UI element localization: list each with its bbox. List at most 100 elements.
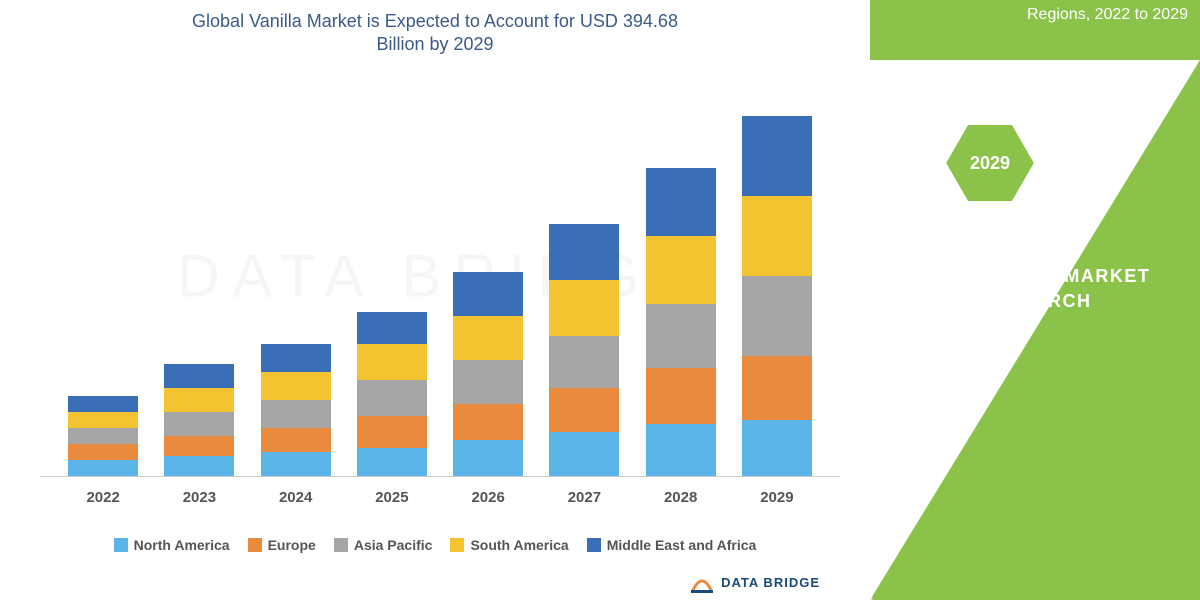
seg-asia-pacific xyxy=(261,400,331,428)
seg-europe xyxy=(742,356,812,420)
root: Global Vanilla Market is Expected to Acc… xyxy=(0,0,1200,600)
bar-2025 xyxy=(357,312,427,476)
seg-north-america xyxy=(357,448,427,476)
seg-north-america xyxy=(261,452,331,476)
bar-2028 xyxy=(646,168,716,476)
bar-2027 xyxy=(549,224,619,476)
seg-europe xyxy=(646,368,716,424)
x-axis-labels: 2022 2023 2024 2025 2026 2027 2028 2029 xyxy=(40,489,840,506)
legend-swatch xyxy=(334,538,348,552)
seg-south-america xyxy=(68,412,138,428)
bar-2026 xyxy=(453,272,523,476)
legend-item: Asia Pacific xyxy=(334,537,433,553)
x-label: 2024 xyxy=(261,489,331,506)
legend-swatch xyxy=(587,538,601,552)
seg-europe xyxy=(453,404,523,440)
x-label: 2028 xyxy=(646,489,716,506)
chart-wrap: DATA BRIDGE 2022 2023 2024 2025 2026 2027 2028… xyxy=(20,77,850,517)
legend-swatch xyxy=(450,538,464,552)
hex-2022: 2022 xyxy=(1025,94,1115,172)
hex-2022-label: 2022 xyxy=(1050,123,1090,144)
brand-line1: DATA BRIDGE MARKET xyxy=(920,266,1151,286)
seg-europe xyxy=(549,388,619,432)
x-label: 2029 xyxy=(742,489,812,506)
legend-item: Middle East and Africa xyxy=(587,537,757,553)
seg-south-america xyxy=(646,236,716,304)
x-label: 2025 xyxy=(357,489,427,506)
seg-asia-pacific xyxy=(549,336,619,388)
right-panel: Regions, 2022 to 2029 2029 2022 DATA BRI… xyxy=(870,0,1200,600)
bar-stack xyxy=(646,168,716,476)
chart-area: DATA BRIDGE xyxy=(40,77,840,477)
seg-europe xyxy=(164,436,234,456)
seg-south-america xyxy=(261,372,331,400)
x-label: 2022 xyxy=(68,489,138,506)
legend-label: Europe xyxy=(268,537,316,553)
x-label: 2027 xyxy=(549,489,619,506)
seg-middle-east-and-africa xyxy=(261,344,331,372)
legend-label: Asia Pacific xyxy=(354,537,433,553)
legend-label: North America xyxy=(134,537,230,553)
title-line1: Global Vanilla Market is Expected to Acc… xyxy=(192,11,678,31)
bar-2022 xyxy=(68,396,138,476)
legend-label: Middle East and Africa xyxy=(607,537,757,553)
brand-line2: RESEARCH xyxy=(978,291,1091,311)
legend-item: South America xyxy=(450,537,568,553)
title-line2: Billion by 2029 xyxy=(376,34,493,54)
seg-north-america xyxy=(549,432,619,476)
hex-2029-label: 2029 xyxy=(970,153,1010,174)
x-label: 2026 xyxy=(453,489,523,506)
chart-title: Global Vanilla Market is Expected to Acc… xyxy=(20,10,850,57)
hexagon-group: 2029 2022 xyxy=(945,94,1125,234)
seg-middle-east-and-africa xyxy=(164,364,234,388)
chart-panel: Global Vanilla Market is Expected to Acc… xyxy=(0,0,870,600)
hex-2029: 2029 xyxy=(945,124,1035,202)
legend-item: Europe xyxy=(248,537,316,553)
footer-logo: DATA BRIDGE xyxy=(689,570,820,596)
seg-asia-pacific xyxy=(68,428,138,444)
legend-swatch xyxy=(114,538,128,552)
legend-label: South America xyxy=(470,537,568,553)
seg-middle-east-and-africa xyxy=(646,168,716,236)
bar-stack xyxy=(261,344,331,476)
legend: North America Europe Asia Pacific South Ame… xyxy=(20,537,850,553)
brand-text: DATA BRIDGE MARKET RESEARCH xyxy=(920,264,1151,314)
legend-item: North America xyxy=(114,537,230,553)
seg-south-america xyxy=(549,280,619,336)
bar-stack xyxy=(453,272,523,476)
seg-asia-pacific xyxy=(164,412,234,436)
seg-asia-pacific xyxy=(742,276,812,356)
bar-stack xyxy=(68,396,138,476)
right-header: Regions, 2022 to 2029 xyxy=(870,0,1200,24)
bar-stack xyxy=(164,364,234,476)
seg-europe xyxy=(357,416,427,448)
seg-middle-east-and-africa xyxy=(549,224,619,280)
bar-stack xyxy=(742,116,812,476)
bar-stack xyxy=(549,224,619,476)
seg-middle-east-and-africa xyxy=(453,272,523,316)
seg-north-america xyxy=(68,460,138,476)
legend-swatch xyxy=(248,538,262,552)
x-label: 2023 xyxy=(164,489,234,506)
seg-asia-pacific xyxy=(453,360,523,404)
seg-north-america xyxy=(453,440,523,476)
seg-north-america xyxy=(742,420,812,476)
seg-middle-east-and-africa xyxy=(357,312,427,344)
seg-north-america xyxy=(646,424,716,476)
seg-south-america xyxy=(164,388,234,412)
bar-2023 xyxy=(164,364,234,476)
bar-stack xyxy=(357,312,427,476)
bridge-icon xyxy=(689,570,715,596)
seg-asia-pacific xyxy=(357,380,427,416)
seg-asia-pacific xyxy=(646,304,716,368)
seg-south-america xyxy=(453,316,523,360)
seg-europe xyxy=(68,444,138,460)
seg-south-america xyxy=(357,344,427,380)
seg-europe xyxy=(261,428,331,452)
seg-south-america xyxy=(742,196,812,276)
watermark: DATA BRIDGE xyxy=(177,242,704,311)
seg-middle-east-and-africa xyxy=(68,396,138,412)
footer-logo-text: DATA BRIDGE xyxy=(721,576,820,590)
bar-2024 xyxy=(261,344,331,476)
seg-middle-east-and-africa xyxy=(742,116,812,196)
